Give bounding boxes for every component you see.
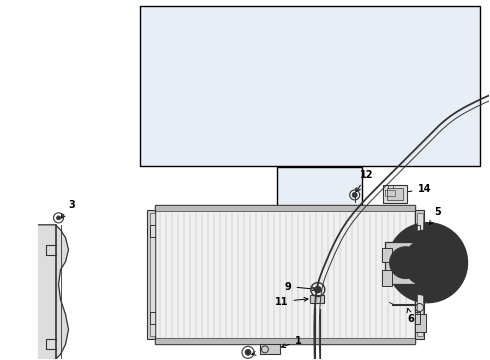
Bar: [415, 315, 426, 332]
Circle shape: [314, 286, 321, 293]
Bar: [382, 270, 392, 285]
Polygon shape: [39, 225, 69, 360]
Text: 5: 5: [430, 207, 441, 225]
Bar: [387, 188, 403, 200]
Bar: [147, 210, 155, 339]
Circle shape: [414, 249, 441, 276]
Circle shape: [352, 193, 357, 197]
Text: 8: 8: [0, 359, 1, 360]
Text: 2: 2: [252, 346, 267, 356]
Bar: [416, 213, 423, 336]
Bar: [260, 345, 280, 354]
Bar: [310, 294, 324, 302]
Circle shape: [56, 216, 61, 220]
Text: 10: 10: [0, 359, 1, 360]
Bar: [155, 338, 415, 345]
Bar: [155, 205, 415, 211]
Text: 3: 3: [61, 200, 75, 218]
Circle shape: [388, 223, 467, 302]
Circle shape: [390, 247, 421, 279]
Circle shape: [404, 239, 451, 287]
Bar: [382, 248, 392, 262]
Text: 4: 4: [0, 359, 1, 360]
Text: 14: 14: [398, 184, 431, 194]
Bar: [155, 205, 415, 345]
Circle shape: [245, 349, 251, 355]
Text: 7: 7: [0, 359, 1, 360]
Text: 11: 11: [275, 297, 308, 306]
Text: 12: 12: [357, 170, 373, 192]
Bar: [385, 242, 426, 284]
Bar: [140, 6, 480, 166]
Bar: [277, 167, 362, 297]
Text: 1: 1: [282, 336, 302, 348]
Text: 9: 9: [285, 282, 316, 292]
Text: 13: 13: [0, 359, 1, 360]
Circle shape: [394, 230, 461, 296]
Bar: [415, 210, 424, 339]
Bar: [150, 213, 155, 336]
Text: 6: 6: [407, 309, 414, 324]
Bar: [383, 185, 407, 203]
Circle shape: [421, 257, 434, 269]
